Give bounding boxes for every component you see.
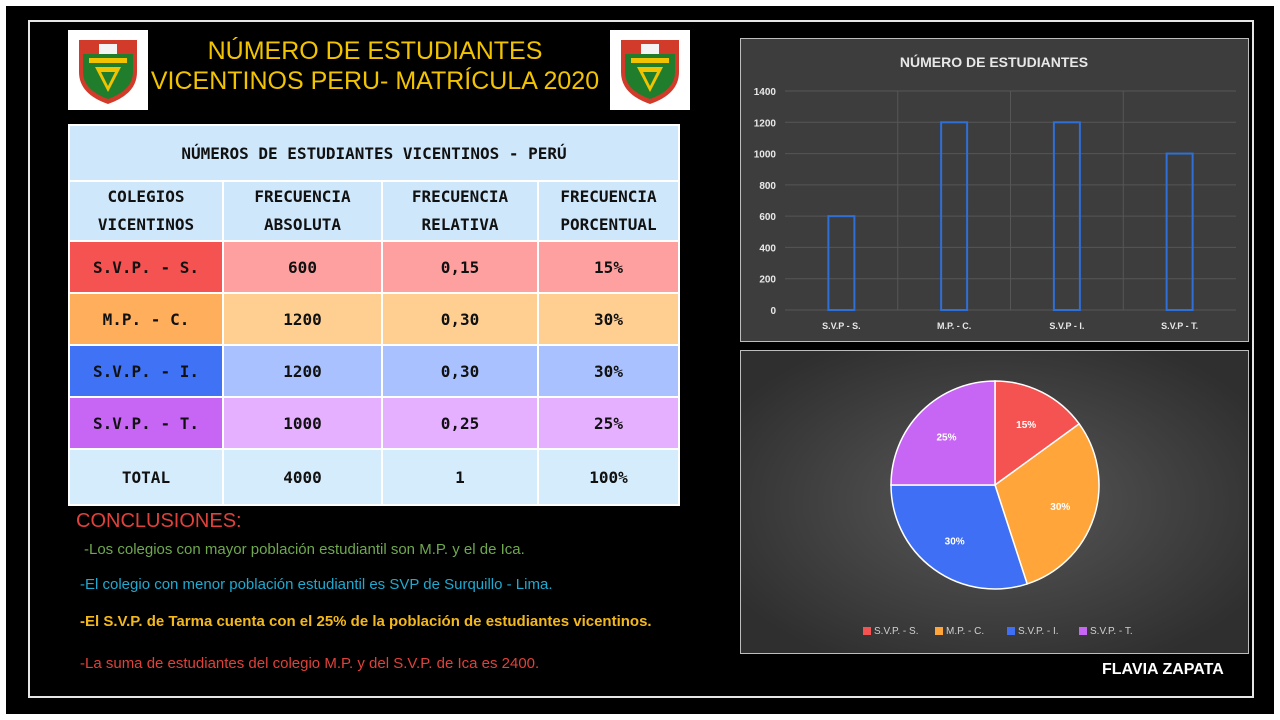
cell-absolute: 1200 — [222, 344, 383, 398]
legend-swatch — [1007, 627, 1015, 635]
table-header-row: COLEGIOS VICENTINOS FRECUENCIA ABSOLUTA FR… — [68, 180, 680, 242]
school-crest-right — [610, 30, 690, 110]
chart-title: NÚMERO DE ESTUDIANTES — [900, 53, 1088, 70]
table-total-row: TOTAL 4000 1 100% — [68, 448, 680, 506]
x-tick-label: S.V.P - I. — [1049, 321, 1084, 331]
cell-percent: 30% — [537, 344, 680, 398]
x-tick-label: S.V.P - S. — [822, 321, 861, 331]
slice-label: 30% — [1050, 502, 1070, 513]
slice-label: 30% — [945, 537, 965, 548]
y-tick-label: 1200 — [754, 118, 777, 129]
bar-chart-panel: NÚMERO DE ESTUDIANTES 0 200 400 600 800 1000 12… — [740, 38, 1249, 342]
pie-slice — [890, 380, 996, 486]
x-tick-label: M.P. - C. — [937, 321, 971, 331]
crest-icon — [621, 40, 679, 104]
cell-total-absolute: 4000 — [222, 448, 383, 506]
slice-label: 25% — [936, 432, 956, 443]
crest-icon — [79, 40, 137, 104]
y-tick-label: 1000 — [754, 150, 777, 161]
cell-total-relative: 1 — [381, 448, 539, 506]
y-tick-label: 400 — [759, 243, 776, 254]
school-crest-left — [68, 30, 148, 110]
header-absoluta: FRECUENCIA ABSOLUTA — [222, 180, 383, 242]
bar — [827, 215, 856, 311]
cell-total-label: TOTAL — [68, 448, 224, 506]
cell-percent: 25% — [537, 396, 680, 450]
table-title: NÚMEROS DE ESTUDIANTES VICENTINOS - PERÚ — [68, 124, 680, 182]
y-tick-label: 1400 — [754, 87, 777, 98]
legend-swatch — [1079, 627, 1087, 635]
inner-border — [28, 20, 1254, 698]
cell-total-percent: 100% — [537, 448, 680, 506]
y-tick-label: 200 — [759, 275, 776, 286]
table-row: S.V.P. - S. 600 0,15 15% — [68, 240, 680, 294]
bar — [1052, 121, 1081, 311]
y-tick-label: 0 — [770, 306, 776, 317]
pie-chart: 15% 30% 30% 25% S.V.P. - S. M.P. - C. S.V.P. -… — [863, 380, 1133, 637]
pie-slice — [890, 484, 1029, 590]
legend-swatch — [863, 627, 871, 635]
table-row: S.V.P. - I. 1200 0,30 30% — [68, 344, 680, 398]
pie-slice — [994, 380, 1081, 487]
bar-chart: NÚMERO DE ESTUDIANTES 0 200 400 600 800 1000 12… — [754, 53, 1236, 331]
header-colegios: COLEGIOS VICENTINOS — [68, 180, 224, 242]
cell-school: S.V.P. - S. — [68, 240, 224, 294]
slice-label: 15% — [1016, 420, 1036, 431]
page-title: NÚMERO DE ESTUDIANTES VICENTINOS PERU- M… — [150, 36, 600, 96]
conclusion-item: -El S.V.P. de Tarma cuenta con el 25% de… — [80, 613, 652, 630]
conclusion-item: -La suma de estudiantes del colegio M.P.… — [80, 655, 540, 672]
legend-label: S.V.P. - I. — [1018, 626, 1059, 637]
bar — [1165, 152, 1194, 311]
cell-school: S.V.P. - I. — [68, 344, 224, 398]
cell-relative: 0,30 — [381, 292, 539, 346]
legend-label: M.P. - C. — [946, 626, 984, 637]
legend-swatch — [935, 627, 943, 635]
cell-relative: 0,30 — [381, 344, 539, 398]
author-name: FLAVIA ZAPATA — [1102, 661, 1224, 678]
header-porcentual: FRECUENCIA PORCENTUAL — [537, 180, 680, 242]
conclusion-item: -El colegio con menor población estudian… — [80, 576, 553, 593]
title-line-2: VICENTINOS PERU- MATRÍCULA 2020 — [150, 67, 600, 95]
cell-percent: 15% — [537, 240, 680, 294]
cell-school: M.P. - C. — [68, 292, 224, 346]
cell-school: S.V.P. - T. — [68, 396, 224, 450]
table-row: S.V.P. - T. 1000 0,25 25% — [68, 396, 680, 450]
frequency-table: NÚMEROS DE ESTUDIANTES VICENTINOS - PERÚ… — [68, 124, 680, 506]
table-row: M.P. - C. 1200 0,30 30% — [68, 292, 680, 346]
cell-absolute: 600 — [222, 240, 383, 294]
legend-label: S.V.P. - S. — [874, 626, 918, 637]
title-line-1: NÚMERO DE ESTUDIANTES — [207, 37, 543, 65]
y-tick-label: 600 — [759, 212, 776, 223]
conclusions-title: CONCLUSIONES: — [76, 510, 242, 532]
pie-slice — [994, 422, 1100, 585]
pie-chart-panel: 15% 30% 30% 25% S.V.P. - S. M.P. - C. S.V.P. -… — [740, 350, 1249, 654]
cell-percent: 30% — [537, 292, 680, 346]
header-relativa: FRECUENCIA RELATIVA — [381, 180, 539, 242]
cell-relative: 0,25 — [381, 396, 539, 450]
cell-absolute: 1000 — [222, 396, 383, 450]
cell-absolute: 1200 — [222, 292, 383, 346]
legend-label: S.V.P. - T. — [1090, 626, 1133, 637]
cell-relative: 0,15 — [381, 240, 539, 294]
conclusion-item: -Los colegios con mayor población estudi… — [84, 541, 525, 558]
y-tick-label: 800 — [759, 181, 776, 192]
bar — [940, 121, 969, 311]
x-tick-label: S.V.P - T. — [1161, 321, 1198, 331]
